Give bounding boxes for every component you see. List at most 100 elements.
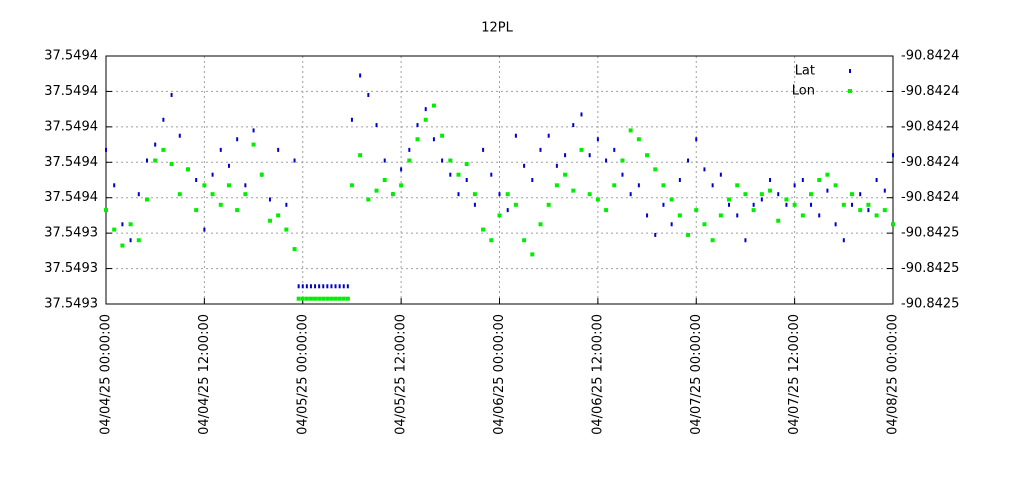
data-point [506, 208, 509, 213]
data-point [612, 183, 617, 188]
data-point [760, 197, 763, 202]
data-point [645, 153, 650, 158]
data-point [661, 183, 666, 188]
data-point [415, 137, 420, 142]
data-point [858, 208, 863, 213]
data-point [341, 296, 346, 301]
data-point [809, 192, 814, 197]
data-point [595, 197, 600, 202]
data-point [219, 147, 222, 152]
data-point [490, 172, 493, 177]
data-point [121, 222, 124, 227]
data-point [296, 296, 301, 301]
data-point [128, 222, 133, 227]
data-point [169, 162, 174, 167]
data-point [154, 142, 157, 147]
y2-tick-label: -90.8424 [901, 119, 959, 134]
data-point [431, 103, 436, 108]
data-point [555, 163, 558, 168]
data-point [792, 202, 797, 207]
data-point [678, 178, 681, 182]
data-point [572, 123, 575, 128]
data-point [759, 192, 764, 197]
data-point [308, 296, 313, 301]
data-point [735, 183, 740, 188]
data-point [145, 158, 148, 163]
data-point [338, 284, 341, 289]
data-point [194, 208, 199, 213]
data-point [367, 92, 370, 97]
data-point [752, 202, 755, 207]
data-point [326, 284, 329, 289]
data-point [374, 188, 379, 193]
data-point [235, 208, 240, 213]
data-point [301, 284, 304, 289]
data-point [817, 178, 822, 182]
data-point [305, 284, 308, 289]
data-point [850, 192, 855, 197]
data-point [424, 107, 427, 112]
data-point [441, 158, 444, 163]
data-point [629, 192, 632, 197]
data-point [337, 296, 342, 301]
data-point [465, 178, 468, 182]
data-point [268, 197, 271, 202]
data-point [162, 117, 165, 122]
data-point [769, 178, 772, 182]
data-point [744, 238, 747, 243]
data-point [300, 296, 305, 301]
data-point [646, 213, 649, 218]
data-point [104, 208, 108, 213]
data-point [719, 172, 722, 177]
data-point [513, 202, 518, 207]
data-point [736, 213, 739, 218]
data-point [892, 153, 894, 158]
y2-tick-label: -90.8425 [901, 297, 959, 312]
data-point [596, 137, 599, 142]
data-point [211, 172, 214, 177]
data-point [284, 227, 289, 232]
y2-tick-label: -90.8424 [901, 49, 959, 64]
data-point [423, 117, 428, 122]
data-point [366, 197, 371, 202]
data-point [267, 218, 272, 223]
data-point [637, 183, 640, 188]
y2-tick-label: -90.8424 [901, 84, 959, 99]
data-point [473, 202, 476, 207]
y-tick-label: 37.5494 [44, 49, 98, 64]
data-point [120, 243, 125, 248]
data-point [694, 208, 699, 213]
data-point [321, 296, 326, 301]
data-point [613, 147, 616, 152]
data-point [670, 222, 673, 227]
x-tick-label: 04/07/25 00:00:00 [689, 314, 704, 435]
data-point [859, 192, 862, 197]
data-point [825, 172, 830, 177]
data-point [210, 192, 215, 197]
x-tick-label: 04/06/25 12:00:00 [590, 314, 605, 435]
data-point [784, 197, 789, 202]
data-point [226, 183, 231, 188]
data-point [309, 284, 312, 289]
data-point [432, 137, 435, 142]
data-point [375, 123, 378, 128]
data-point [498, 192, 501, 197]
data-point [776, 218, 781, 223]
data-point [383, 158, 386, 163]
data-point [400, 167, 403, 172]
data-point [546, 202, 551, 207]
legend-marker [848, 89, 852, 93]
data-point [318, 284, 321, 289]
legend-label: Lon [792, 84, 815, 99]
data-point [718, 213, 723, 218]
data-point [728, 202, 731, 207]
y-tick-label: 37.5494 [44, 155, 98, 170]
y-tick-label: 37.5493 [44, 226, 98, 241]
data-point [564, 153, 567, 158]
data-point [571, 188, 576, 193]
data-point [686, 232, 691, 237]
data-point [751, 208, 756, 213]
data-point [883, 188, 886, 193]
data-point [482, 147, 485, 152]
